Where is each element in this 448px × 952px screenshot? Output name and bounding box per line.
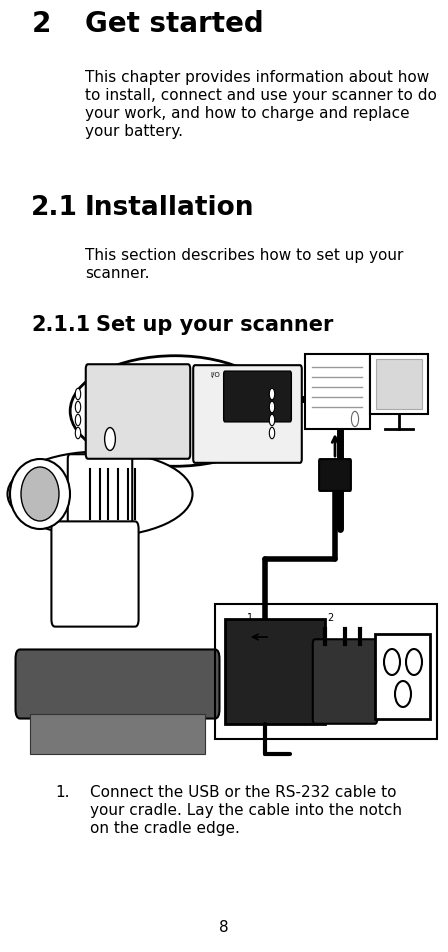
Circle shape [75, 415, 81, 426]
Text: 1: 1 [247, 612, 253, 623]
Ellipse shape [384, 649, 400, 675]
Circle shape [269, 415, 275, 426]
FancyBboxPatch shape [68, 455, 132, 545]
Text: Connect the USB or the RS-232 cable to: Connect the USB or the RS-232 cable to [90, 784, 396, 799]
Ellipse shape [395, 682, 411, 707]
Bar [376, 360, 422, 409]
Text: on the cradle edge.: on the cradle edge. [90, 820, 240, 835]
Text: your battery.: your battery. [85, 124, 183, 139]
FancyBboxPatch shape [313, 640, 377, 724]
Circle shape [269, 388, 275, 400]
Bar [305, 355, 370, 429]
Text: Installation: Installation [85, 195, 254, 221]
Ellipse shape [8, 452, 193, 537]
Text: This chapter provides information about how: This chapter provides information about … [85, 69, 429, 85]
Text: I/O: I/O [210, 371, 220, 378]
Bar [30, 714, 205, 754]
Circle shape [351, 412, 358, 427]
Text: This section describes how to set up your: This section describes how to set up you… [85, 248, 404, 263]
Ellipse shape [10, 460, 70, 529]
FancyBboxPatch shape [319, 460, 351, 491]
Text: 8: 8 [219, 920, 229, 935]
Circle shape [75, 427, 81, 439]
Circle shape [269, 427, 275, 439]
FancyBboxPatch shape [86, 365, 190, 459]
Bar [375, 634, 430, 720]
Circle shape [105, 428, 116, 451]
FancyBboxPatch shape [16, 650, 220, 719]
Ellipse shape [70, 356, 280, 466]
Bar [225, 620, 325, 724]
Text: 2.1.1: 2.1.1 [31, 315, 90, 335]
Text: Get started: Get started [85, 10, 264, 38]
FancyBboxPatch shape [224, 371, 291, 423]
Text: 2.1: 2.1 [31, 195, 78, 221]
Text: 1.: 1. [55, 784, 69, 799]
Circle shape [75, 388, 81, 400]
Text: 2: 2 [327, 612, 333, 623]
Text: scanner.: scanner. [85, 266, 150, 281]
FancyBboxPatch shape [52, 522, 138, 627]
Text: your cradle. Lay the cable into the notch: your cradle. Lay the cable into the notc… [90, 803, 402, 817]
FancyBboxPatch shape [193, 366, 302, 464]
Bar [215, 605, 437, 739]
Bar [370, 355, 428, 414]
Circle shape [75, 402, 81, 413]
Circle shape [269, 402, 275, 413]
Text: Set up your scanner: Set up your scanner [96, 315, 334, 335]
Text: 2: 2 [31, 10, 51, 38]
Ellipse shape [406, 649, 422, 675]
Ellipse shape [21, 467, 59, 522]
Text: to install, connect and use your scanner to do: to install, connect and use your scanner… [85, 88, 437, 103]
Text: your work, and how to charge and replace: your work, and how to charge and replace [85, 106, 410, 121]
